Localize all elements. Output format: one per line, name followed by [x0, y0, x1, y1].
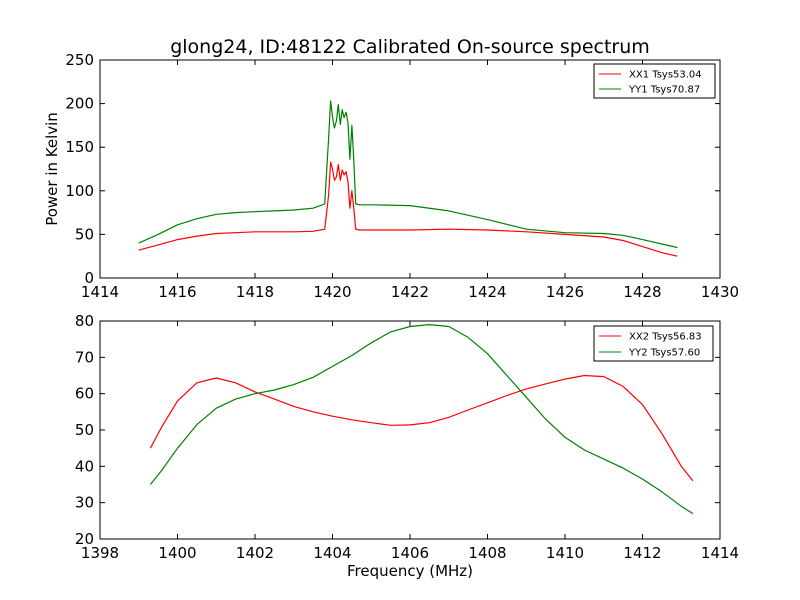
x-tick-label: 1422 — [391, 283, 429, 301]
legend-box — [593, 325, 714, 362]
series-line-yy2 — [149, 324, 694, 515]
y-tick-label: 40 — [75, 457, 94, 475]
series-line-yy1 — [138, 100, 678, 249]
bottom-panel-xlabel: Frequency (MHz) — [347, 562, 473, 580]
x-tick-label: 1426 — [546, 283, 584, 301]
top-panel-ticks: 1414 1416 1418 1420 1422 1424 1426 1428 1430 0 50 1… — [65, 51, 739, 301]
y-tick-label: 60 — [75, 385, 94, 403]
x-tick-label: 1406 — [391, 544, 429, 562]
x-tick-label: 1414 — [701, 544, 739, 562]
top-panel-series — [138, 100, 678, 257]
x-tick-label: 1420 — [313, 283, 351, 301]
top-panel: 1414 1416 1418 1420 1422 1424 1426 1428 1430 0 50 1… — [43, 51, 739, 301]
x-tick-label: 1430 — [701, 283, 739, 301]
x-tick-label: 1424 — [468, 283, 506, 301]
y-tick-label: 20 — [75, 530, 94, 548]
legend-label-yy1: YY1 Tsys70.87 — [628, 85, 700, 96]
y-tick-label: 250 — [65, 51, 94, 69]
y-tick-label: 70 — [75, 348, 94, 366]
bottom-panel-legend: XX2 Tsys56.83 YY2 Tsys57.60 — [593, 325, 714, 362]
series-line-xx1 — [138, 161, 678, 257]
x-tick-label: 1400 — [158, 544, 196, 562]
top-panel-ylabel: Power in Kelvin — [43, 112, 61, 226]
y-tick-label: 30 — [75, 494, 94, 512]
y-tick-label: 50 — [75, 421, 94, 439]
x-tick-label: 1404 — [313, 544, 351, 562]
x-tick-label: 1408 — [468, 544, 506, 562]
y-tick-label: 100 — [65, 182, 94, 200]
bottom-panel-series — [149, 324, 694, 515]
chart-title: glong24, ID:48122 Calibrated On-source s… — [170, 36, 650, 58]
y-tick-label: 80 — [75, 312, 94, 330]
legend-label-xx2: XX2 Tsys56.83 — [629, 332, 702, 343]
y-tick-label: 150 — [65, 138, 94, 156]
legend-box — [593, 63, 716, 99]
bottom-panel-ticks: 1398 1400 1402 1404 1406 1408 1410 1412 1414 20 30… — [75, 312, 739, 562]
x-tick-label: 1418 — [236, 283, 274, 301]
x-tick-label: 1402 — [236, 544, 274, 562]
y-tick-label: 50 — [75, 225, 94, 243]
x-tick-label: 1416 — [158, 283, 196, 301]
x-tick-label: 1428 — [623, 283, 661, 301]
top-panel-legend: XX1 Tsys53.04 YY1 Tsys70.87 — [593, 63, 716, 99]
legend-label-yy2: YY2 Tsys57.60 — [628, 348, 700, 359]
legend-label-xx1: XX1 Tsys53.04 — [629, 70, 702, 81]
y-tick-label: 0 — [84, 269, 94, 287]
x-tick-label: 1414 — [81, 283, 119, 301]
bottom-panel: 1398 1400 1402 1404 1406 1408 1410 1412 1414 20 30… — [75, 312, 739, 580]
x-tick-label: 1410 — [546, 544, 584, 562]
series-line-xx2 — [149, 374, 694, 482]
y-tick-label: 200 — [65, 95, 94, 113]
x-tick-label: 1412 — [623, 544, 661, 562]
x-tick-label: 1398 — [81, 544, 119, 562]
